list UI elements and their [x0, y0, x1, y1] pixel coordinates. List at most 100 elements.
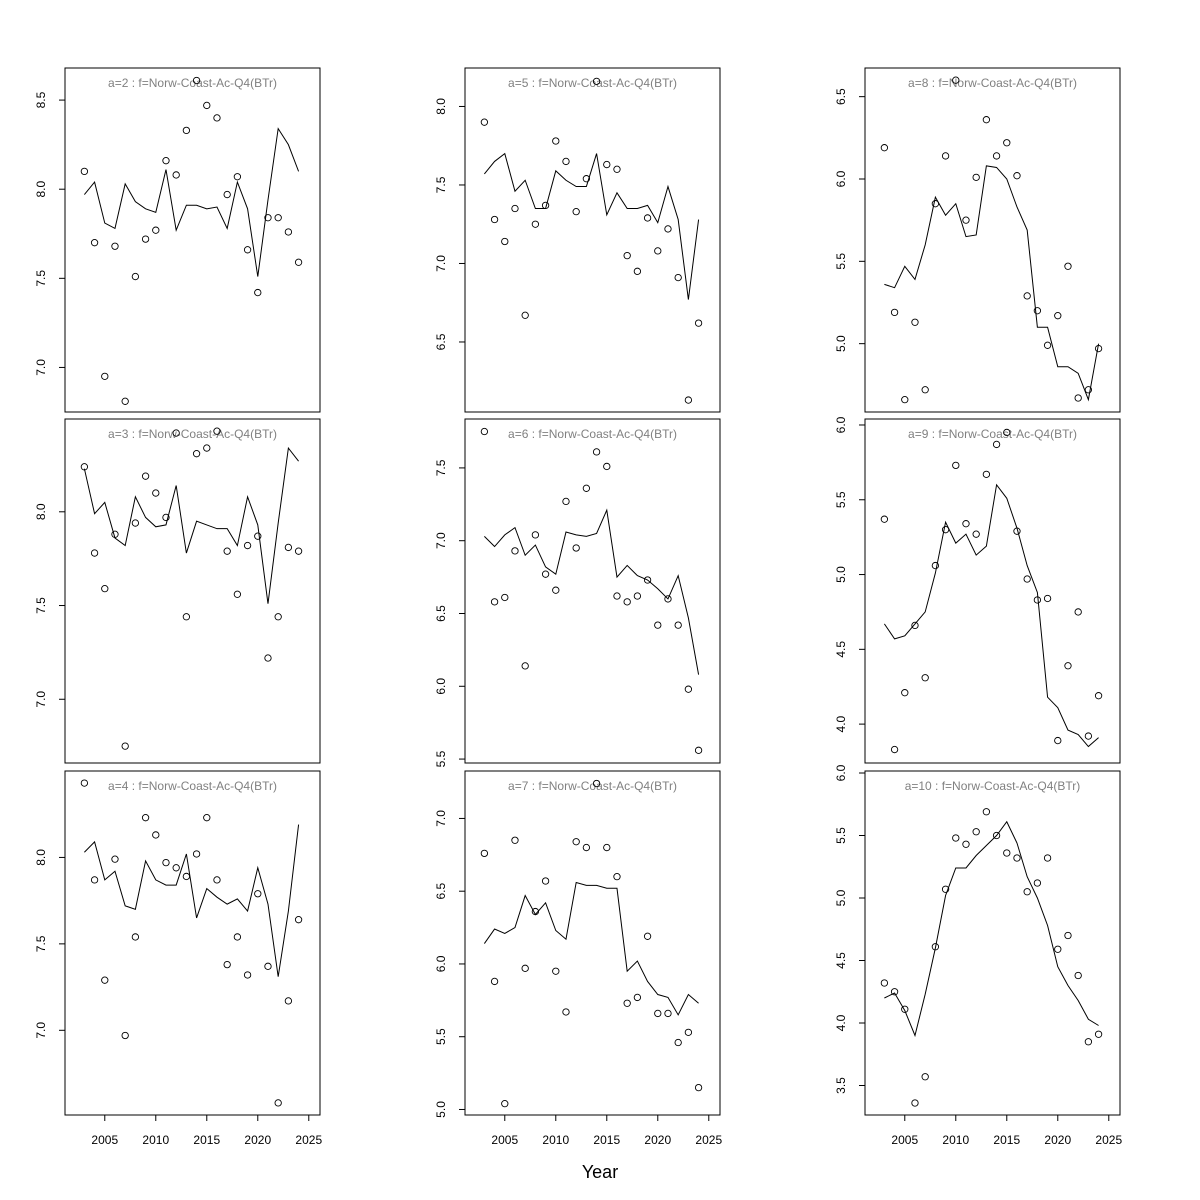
- panel-title: a=4 : f=Norw-Coast-Ac-Q4(BTr): [108, 779, 277, 793]
- observed-point: [633, 592, 642, 600]
- y-tick-label: 5.0: [434, 1101, 448, 1118]
- observed-point: [654, 1009, 662, 1018]
- y-tick-label: 8.5: [34, 91, 48, 108]
- observed-point: [233, 590, 242, 598]
- x-tick-label: 2025: [695, 1133, 722, 1147]
- y-tick-label: 3.5: [834, 1077, 848, 1094]
- observed-point: [172, 171, 180, 179]
- observed-point: [582, 175, 591, 183]
- observed-point: [1054, 945, 1062, 953]
- observed-point: [511, 836, 519, 844]
- observed-point: [172, 864, 180, 872]
- y-tick-label: 6.5: [434, 883, 448, 900]
- observed-point: [192, 850, 201, 858]
- observed-point: [674, 621, 682, 629]
- y-tick-label: 6.0: [834, 764, 848, 781]
- x-tick-label: 2025: [1095, 1133, 1122, 1147]
- observed-point: [992, 152, 1001, 160]
- observed-point: [1064, 931, 1072, 940]
- observed-point: [1074, 971, 1082, 980]
- panel: a=5 : f=Norw-Coast-Ac-Q4(BTr) 6.5 7.0 7.5 8.…: [434, 67, 721, 413]
- observed-point: [623, 999, 631, 1007]
- observed-point: [952, 76, 960, 84]
- observed-point: [1084, 1038, 1093, 1046]
- observed-point: [911, 1099, 919, 1107]
- observed-point: [901, 1005, 909, 1013]
- x-tick-label: 2020: [244, 1133, 271, 1147]
- observed-point: [182, 872, 191, 881]
- observed-point: [501, 1099, 509, 1108]
- observed-point: [562, 157, 570, 166]
- x-tick-label: 2015: [593, 1133, 620, 1147]
- y-tick-label: 6.0: [434, 678, 448, 695]
- observed-point: [511, 204, 519, 213]
- observed-point: [1064, 662, 1072, 670]
- observed-point: [213, 876, 221, 884]
- fitted-line: [884, 165, 1100, 402]
- observed-point: [1033, 596, 1042, 604]
- observed-point: [880, 515, 889, 523]
- observed-point: [213, 427, 221, 435]
- observed-point: [1033, 879, 1042, 887]
- observed-point: [952, 834, 960, 842]
- observed-point: [623, 598, 631, 606]
- x-tick-label: 2010: [142, 1133, 169, 1147]
- observed-point: [203, 101, 211, 110]
- panel: a=2 : f=Norw-Coast-Ac-Q4(BTr) 7.0 7.5 8.0 8.…: [34, 67, 321, 413]
- observed-point: [203, 444, 211, 452]
- y-tick-label: 7.0: [434, 532, 448, 549]
- y-tick-label: 6.5: [834, 88, 848, 105]
- observed-point: [131, 519, 140, 527]
- panel: a=8 : f=Norw-Coast-Ac-Q4(BTr) 5.0 5.5 6.0 6.…: [834, 67, 1121, 413]
- y-tick-label: 5.0: [834, 335, 848, 352]
- y-tick-label: 6.5: [434, 333, 448, 350]
- observed-point: [511, 547, 519, 555]
- observed-point: [643, 576, 652, 584]
- observed-point: [233, 933, 242, 941]
- observed-point: [192, 76, 201, 85]
- observed-point: [931, 200, 940, 208]
- observed-point: [284, 997, 293, 1005]
- observed-point: [80, 779, 89, 787]
- observed-point: [1094, 692, 1103, 700]
- y-tick-label: 7.0: [34, 359, 48, 376]
- y-tick-label: 4.5: [834, 641, 848, 658]
- observed-point: [674, 1038, 682, 1047]
- observed-point: [254, 532, 262, 540]
- observed-point: [972, 173, 980, 181]
- observed-point: [162, 858, 170, 867]
- observed-point: [152, 831, 160, 839]
- y-tick-label: 7.5: [34, 270, 48, 287]
- panel: a=10 : f=Norw-Coast-Ac-Q4(BTr) 3.5 4.0 4.5 5…: [834, 764, 1122, 1147]
- observed-point: [1013, 527, 1021, 535]
- observed-point: [541, 201, 550, 210]
- x-tick-label: 2005: [91, 1133, 118, 1147]
- observed-point: [541, 570, 550, 578]
- observed-point: [152, 489, 160, 497]
- observed-point: [582, 843, 591, 852]
- observed-point: [480, 118, 489, 126]
- panel: a=4 : f=Norw-Coast-Ac-Q4(BTr) 7.0 7.5 8.0 20…: [34, 770, 322, 1147]
- y-tick-label: 8.0: [34, 181, 48, 198]
- observed-point: [243, 971, 252, 979]
- observed-point: [572, 208, 580, 216]
- observed-point: [592, 77, 601, 85]
- y-tick-label: 5.0: [834, 566, 848, 583]
- panel-title: a=8 : f=Norw-Coast-Ac-Q4(BTr): [908, 76, 1077, 90]
- observed-point: [111, 855, 119, 863]
- observed-point: [654, 247, 662, 255]
- plot-frame: [864, 418, 1121, 764]
- x-tick-label: 2010: [942, 1133, 969, 1147]
- observed-point: [664, 1009, 672, 1018]
- observed-point: [1074, 394, 1082, 402]
- observed-point: [921, 1073, 929, 1081]
- observed-point: [921, 674, 929, 682]
- observed-point: [521, 662, 529, 670]
- observed-point: [890, 745, 899, 754]
- panel-title: a=7 : f=Norw-Coast-Ac-Q4(BTr): [508, 779, 677, 793]
- observed-point: [633, 267, 642, 275]
- fitted-line: [883, 483, 1099, 748]
- observed-point: [1003, 849, 1011, 857]
- observed-point: [880, 144, 889, 152]
- plot-frame: [464, 418, 721, 764]
